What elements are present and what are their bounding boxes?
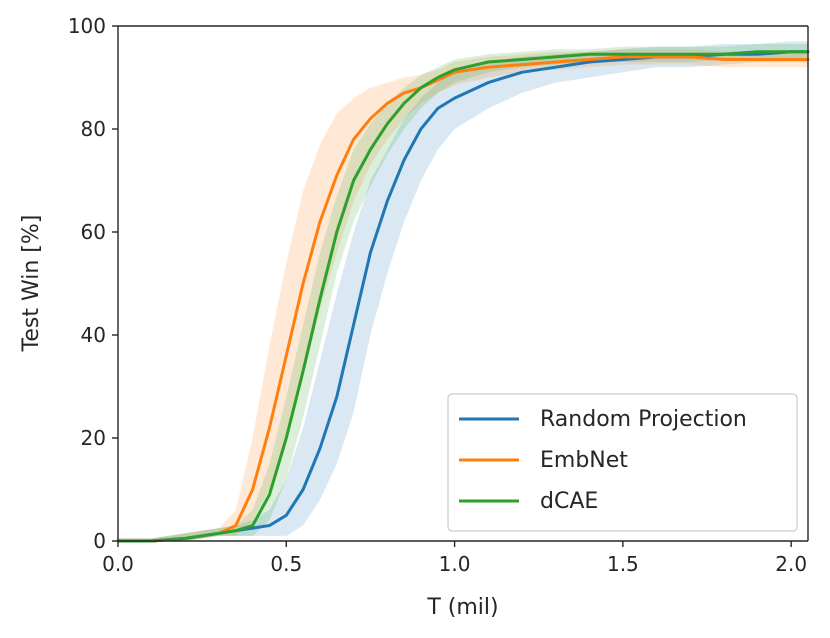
x-tick-label: 1.5	[607, 552, 639, 576]
y-tick-label: 60	[81, 220, 106, 244]
x-tick-label: 2.0	[775, 552, 807, 576]
y-tick-label: 100	[68, 14, 106, 38]
legend-box	[447, 393, 798, 532]
y-axis-label: Test Win [%]	[19, 215, 44, 353]
x-tick-label: 0.0	[102, 552, 134, 576]
y-tick-label: 20	[81, 426, 106, 450]
x-tick-label: 0.5	[270, 552, 302, 576]
axes	[117, 25, 809, 542]
y-tick-label: 40	[81, 323, 106, 347]
y-tick-label: 0	[93, 529, 106, 553]
legend-label-dcae: dCAE	[540, 489, 598, 514]
legend-label-random-projection: Random Projection	[540, 407, 747, 432]
x-tick-label: 1.0	[439, 552, 471, 576]
ticks: 0.0 0.5 1.0 1.5 2.0 0 20 40 60 80 100	[68, 14, 807, 576]
x-axis-label: T (mil)	[426, 595, 498, 620]
y-tick-label: 80	[81, 117, 106, 141]
line-embnet	[116, 55, 810, 543]
series-lines	[116, 50, 810, 543]
legend: Random Projection EmbNet dCAE	[447, 393, 798, 532]
legend-label-embnet: EmbNet	[540, 448, 628, 473]
line-dcae	[116, 50, 810, 543]
